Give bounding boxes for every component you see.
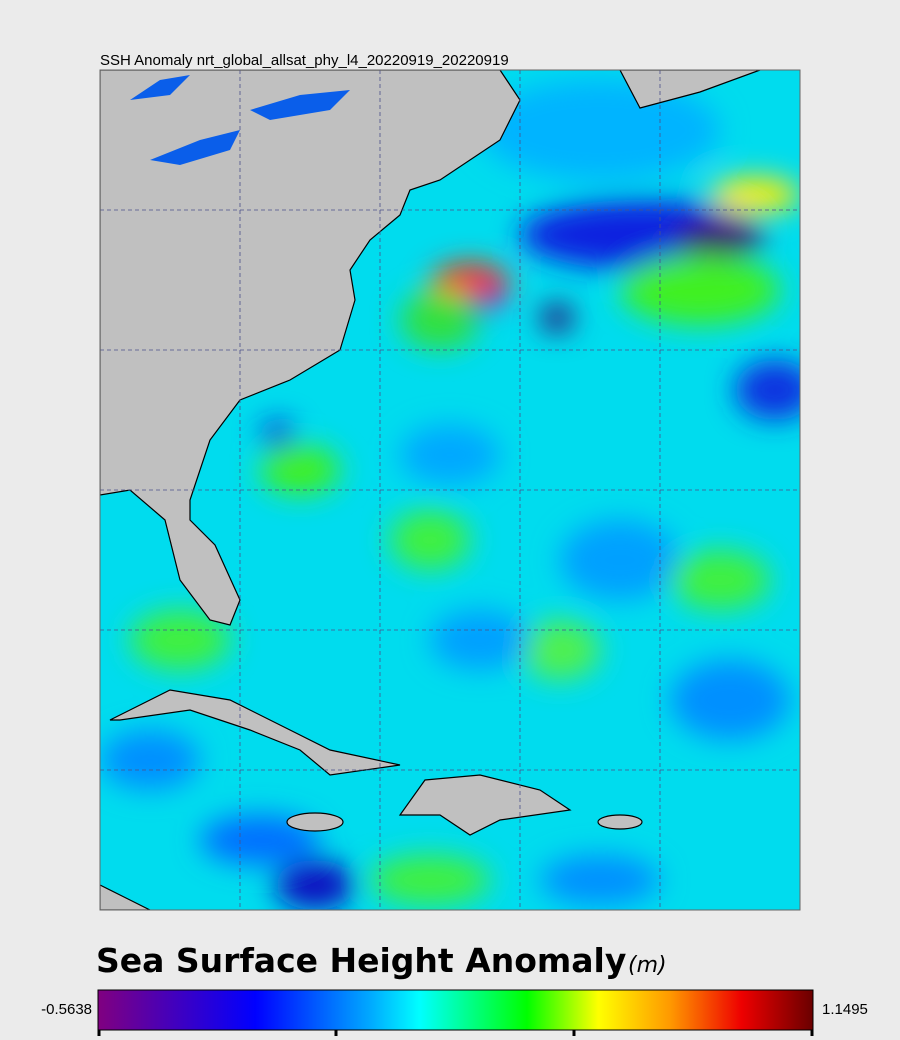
colorbar-min: -0.5638 bbox=[41, 1001, 92, 1018]
colorbar-title: Sea Surface Height Anomaly bbox=[96, 941, 626, 980]
colorbar-max: 1.1495 bbox=[822, 1001, 868, 1018]
colorbar-unit: (m) bbox=[628, 953, 667, 978]
map-frame bbox=[99, 69, 801, 911]
colorbar bbox=[97, 989, 814, 1031]
map-title: SSH Anomaly nrt_global_allsat_phy_l4_202… bbox=[100, 52, 509, 69]
graticule bbox=[100, 70, 800, 910]
colorbar-ticks bbox=[97, 1030, 814, 1036]
map bbox=[100, 70, 800, 910]
